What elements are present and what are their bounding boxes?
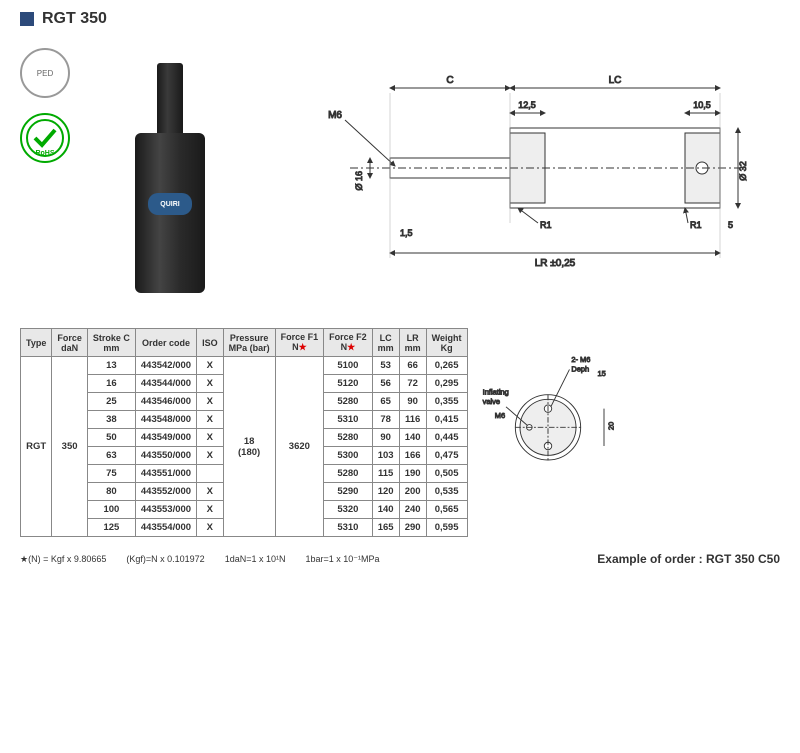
svg-text:Ø 16: Ø 16 bbox=[354, 171, 364, 191]
column-header: WeightKg bbox=[426, 329, 467, 357]
column-header: Order code bbox=[135, 329, 196, 357]
svg-text:C: C bbox=[446, 75, 453, 86]
rohs-check-icon: RoHS bbox=[25, 118, 65, 158]
ped-badge: PED bbox=[20, 48, 70, 98]
end-view-diagram: Inflatingvalve M6 2- M6Deph 15 20 bbox=[478, 343, 618, 493]
brand-label: QUIRI bbox=[148, 193, 192, 215]
svg-text:R1: R1 bbox=[690, 220, 702, 230]
column-header: LRmm bbox=[399, 329, 426, 357]
column-header: ForcedaN bbox=[52, 329, 88, 357]
table-header: TypeForcedaNStroke CmmOrder codeISOPress… bbox=[21, 329, 468, 357]
column-header: Force F1N★ bbox=[275, 329, 324, 357]
svg-text:RoHS: RoHS bbox=[35, 150, 54, 157]
order-example: Example of order : RGT 350 C50 bbox=[597, 552, 780, 566]
svg-text:Ø 32: Ø 32 bbox=[738, 161, 748, 181]
svg-text:15: 15 bbox=[597, 369, 605, 378]
svg-text:1,5: 1,5 bbox=[400, 228, 413, 238]
svg-text:LC: LC bbox=[609, 75, 622, 86]
svg-text:10,5: 10,5 bbox=[693, 100, 711, 110]
footnote: (Kgf)=N x 0.101972 bbox=[126, 554, 204, 565]
column-header: Force F2N★ bbox=[324, 329, 373, 357]
svg-text:LR ±0,25: LR ±0,25 bbox=[535, 258, 576, 269]
technical-drawing: C LC 12,5 10,5 M6 Ø 16 Ø 32 1,5 bbox=[260, 48, 780, 308]
svg-text:R1: R1 bbox=[540, 220, 552, 230]
svg-text:2- M6Deph: 2- M6Deph bbox=[571, 355, 590, 373]
gas-spring-render: QUIRI bbox=[135, 63, 205, 293]
certification-badges: PED RoHS bbox=[20, 48, 80, 308]
svg-text:20: 20 bbox=[606, 422, 615, 430]
rod-part bbox=[157, 63, 183, 143]
svg-text:M6: M6 bbox=[494, 411, 504, 420]
column-header: Type bbox=[21, 329, 52, 357]
page-header: RGT 350 bbox=[0, 0, 800, 38]
footnotes: ★(N) = Kgf x 9.80665 (Kgf)=N x 0.101972 … bbox=[20, 554, 380, 565]
footnote: ★(N) = Kgf x 9.80665 bbox=[20, 554, 106, 565]
svg-text:5: 5 bbox=[728, 220, 733, 230]
table-body: RGT35013443542/000X18(180)3620510053660,… bbox=[21, 357, 468, 537]
side-view-diagram: C LC 12,5 10,5 M6 Ø 16 Ø 32 1,5 bbox=[270, 58, 770, 278]
title-marker bbox=[20, 12, 34, 26]
rohs-badge: RoHS bbox=[20, 113, 70, 163]
column-header: LCmm bbox=[372, 329, 399, 357]
column-header: Stroke Cmm bbox=[87, 329, 135, 357]
column-header: PressureMPa (bar) bbox=[223, 329, 275, 357]
top-section: PED RoHS QUIRI C LC bbox=[0, 38, 800, 318]
table-row: RGT35013443542/000X18(180)3620510053660,… bbox=[21, 357, 468, 375]
page-footer: ★(N) = Kgf x 9.80665 (Kgf)=N x 0.101972 … bbox=[0, 547, 800, 571]
page-title: RGT 350 bbox=[42, 10, 107, 28]
svg-text:12,5: 12,5 bbox=[518, 100, 536, 110]
footnote: 1daN=1 x 10¹N bbox=[225, 554, 286, 565]
product-photo: QUIRI bbox=[110, 48, 230, 308]
specifications-table: TypeForcedaNStroke CmmOrder codeISOPress… bbox=[20, 328, 468, 537]
data-table-section: TypeForcedaNStroke CmmOrder codeISOPress… bbox=[0, 318, 800, 547]
footnote: 1bar=1 x 10⁻¹MPa bbox=[305, 554, 379, 565]
svg-text:M6: M6 bbox=[328, 110, 342, 121]
column-header: ISO bbox=[197, 329, 224, 357]
inflating-valve-label: Inflatingvalve bbox=[482, 388, 508, 406]
